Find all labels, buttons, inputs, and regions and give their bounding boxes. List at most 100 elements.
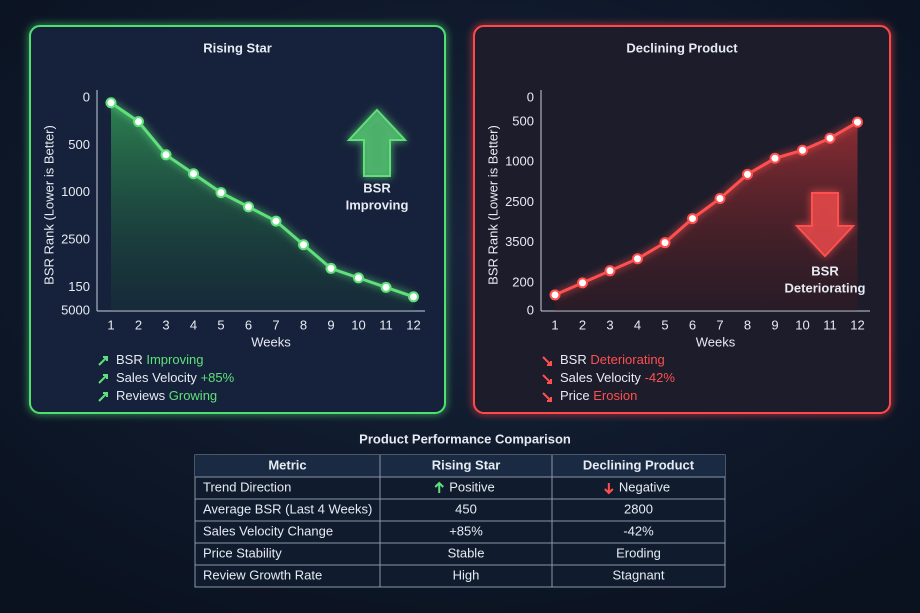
table-cell: 450 bbox=[455, 501, 477, 516]
indicator-status: -42% bbox=[645, 370, 676, 385]
indicator: BSR Improving bbox=[116, 352, 203, 367]
indicator-status: Growing bbox=[169, 388, 217, 403]
indicator-status: +85% bbox=[201, 370, 235, 385]
indicator-icon bbox=[98, 374, 108, 384]
point bbox=[133, 116, 144, 128]
annotation-arrow bbox=[346, 108, 408, 177]
point bbox=[824, 132, 836, 144]
y-tick-label: 0 bbox=[83, 89, 90, 104]
point bbox=[604, 265, 616, 277]
point bbox=[105, 97, 117, 109]
point bbox=[714, 192, 726, 204]
table-header-bg bbox=[195, 455, 725, 477]
point bbox=[380, 281, 392, 293]
x-tick-label: 10 bbox=[351, 317, 365, 332]
trend-icon bbox=[604, 483, 614, 495]
table-cell: Eroding bbox=[616, 545, 661, 560]
indicator-icon bbox=[98, 392, 108, 402]
indicator: BSR Deteriorating bbox=[560, 352, 665, 367]
x-tick-label: 7 bbox=[272, 317, 279, 332]
indicator-label: Price bbox=[560, 388, 590, 403]
point bbox=[298, 239, 309, 251]
area bbox=[111, 102, 414, 311]
x-tick-label: 3 bbox=[162, 317, 169, 332]
table-header: Declining Product bbox=[583, 457, 695, 472]
x-axis-label: Weeks bbox=[251, 334, 291, 349]
x-tick-label: 1 bbox=[551, 317, 558, 332]
table-cell: 2800 bbox=[624, 501, 653, 516]
point bbox=[769, 152, 781, 164]
x-tick-label: 6 bbox=[245, 317, 252, 332]
indicator-icon bbox=[542, 356, 552, 366]
x-tick-label: 3 bbox=[606, 317, 613, 332]
x-tick-label: 9 bbox=[327, 317, 334, 332]
indicator-label: Sales Velocity bbox=[116, 370, 197, 385]
area bbox=[555, 122, 858, 311]
x-tick-label: 4 bbox=[190, 317, 197, 332]
comparison-table: Product Performance Comparison Metric Risi… bbox=[194, 431, 726, 588]
point bbox=[408, 291, 419, 303]
x-tick-label: 6 bbox=[689, 317, 696, 332]
y-tick-label: 2500 bbox=[61, 231, 90, 246]
trend-icon bbox=[434, 481, 444, 493]
indicator: Price Erosion bbox=[560, 388, 637, 403]
x-tick-label: 2 bbox=[135, 317, 142, 332]
table-header: Rising Star bbox=[432, 457, 501, 472]
x-tick-label: 8 bbox=[744, 317, 751, 332]
chart-title: Declining Product bbox=[626, 40, 738, 55]
point bbox=[632, 253, 643, 265]
y-tick-label: 2500 bbox=[505, 194, 534, 209]
x-tick-label: 8 bbox=[300, 317, 307, 332]
y-axis-label: BSR Rank (Lower is Better) bbox=[485, 125, 500, 285]
y-tick-label: 1000 bbox=[505, 154, 534, 169]
table-title: Product Performance Comparison bbox=[359, 431, 571, 446]
indicator-status: Deteriorating bbox=[590, 352, 664, 367]
table-cell: Stable bbox=[448, 545, 485, 560]
table-cell: Price Stability bbox=[203, 545, 282, 560]
indicator-label: Reviews bbox=[116, 388, 166, 403]
panel-declining bbox=[473, 25, 891, 414]
point bbox=[549, 289, 561, 301]
point bbox=[659, 237, 671, 249]
y-tick-label: 200 bbox=[512, 274, 534, 289]
annotation: BSR bbox=[363, 180, 391, 195]
x-tick-label: 12 bbox=[406, 317, 420, 332]
point bbox=[797, 144, 808, 156]
chart-title: Rising Star bbox=[203, 40, 272, 55]
x-tick-label: 5 bbox=[217, 317, 224, 332]
annotation: BSR bbox=[811, 263, 839, 278]
point bbox=[243, 201, 254, 213]
y-tick-label: 150 bbox=[68, 279, 90, 294]
indicator: Sales Velocity +85% bbox=[116, 370, 235, 385]
y-tick-label: 1000 bbox=[61, 184, 90, 199]
y-tick-label: 3500 bbox=[505, 234, 534, 249]
y-tick-label: 500 bbox=[68, 137, 90, 152]
table-cell: +85% bbox=[449, 523, 483, 538]
y-tick-label: 500 bbox=[512, 114, 534, 129]
table-cell: Trend Direction bbox=[203, 479, 291, 494]
x-axis-label: Weeks bbox=[696, 334, 736, 349]
table-cell: Positive bbox=[449, 479, 495, 494]
annotation: Improving bbox=[346, 197, 409, 212]
point bbox=[188, 168, 199, 180]
x-tick-label: 11 bbox=[823, 317, 837, 332]
y-tick-label: 0 bbox=[527, 89, 534, 104]
table-cell: Stagnant bbox=[612, 567, 664, 582]
y-axis-label: BSR Rank (Lower is Better) bbox=[41, 125, 56, 285]
point bbox=[742, 168, 753, 180]
x-tick-label: 9 bbox=[771, 317, 778, 332]
x-tick-label: 11 bbox=[379, 317, 393, 332]
x-tick-label: 10 bbox=[795, 317, 809, 332]
indicator: Reviews Growing bbox=[116, 388, 217, 403]
x-tick-label: 12 bbox=[850, 317, 864, 332]
indicator-icon bbox=[98, 356, 108, 366]
indicator-icon bbox=[542, 374, 552, 384]
indicator-status: Improving bbox=[146, 352, 203, 367]
point bbox=[270, 215, 282, 227]
x-tick-label: 1 bbox=[107, 317, 114, 332]
indicator-label: BSR bbox=[560, 352, 587, 367]
point bbox=[687, 213, 698, 225]
y-tick-label: 0 bbox=[527, 302, 534, 317]
x-tick-label: 7 bbox=[716, 317, 723, 332]
